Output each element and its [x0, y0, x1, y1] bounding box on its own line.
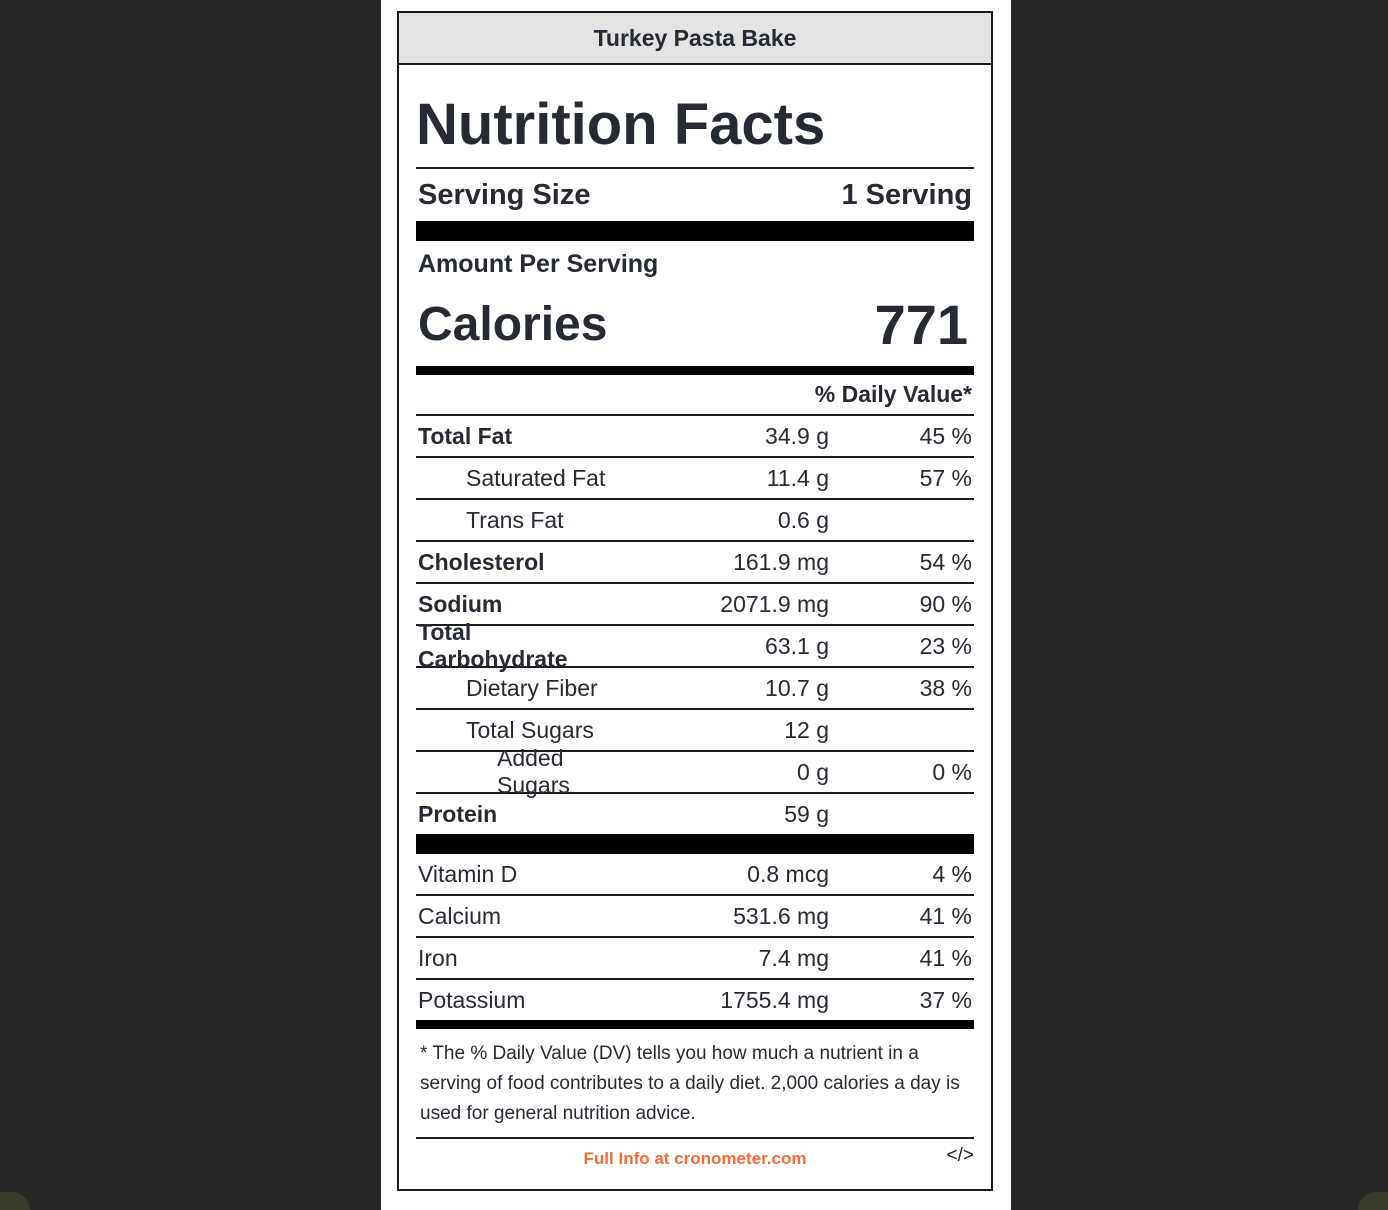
nutrition-facts-heading: Nutrition Facts [416, 93, 974, 169]
nutrient-amount: 10.7 g [765, 674, 829, 701]
vitamin-row-calcium: Calcium 531.6 mg 41 % [416, 896, 974, 938]
label-sheet: Turkey Pasta Bake Nutrition Facts Servin… [381, 0, 1011, 1210]
background-corner-left [0, 1192, 30, 1210]
vitamin-daily-value: 41 % [919, 944, 972, 971]
calories-row: Calories 771 [416, 282, 974, 366]
nutrient-row-saturated-fat: Saturated Fat 11.4 g 57 % [416, 458, 974, 500]
vitamin-amount: 7.4 mg [758, 944, 829, 971]
vitamin-daily-value: 37 % [919, 986, 972, 1013]
cronometer-link[interactable]: Full Info at cronometer.com [583, 1149, 807, 1168]
nutrient-amount: 12 g [784, 716, 829, 743]
calories-value: 771 [874, 292, 968, 356]
vitamin-name: Potassium [418, 986, 526, 1013]
calories-label: Calories [418, 297, 608, 351]
vitamin-row-potassium: Potassium 1755.4 mg 37 % [416, 980, 974, 1020]
vitamin-row-vitamin-d: Vitamin D 0.8 mcg 4 % [416, 854, 974, 896]
nutrient-amount: 11.4 g [766, 464, 829, 491]
nutrient-name: Sodium [418, 590, 503, 617]
nutrient-daily-value: 45 % [919, 422, 972, 449]
nutrient-row-cholesterol: Cholesterol 161.9 mg 54 % [416, 542, 974, 584]
nutrition-label: Turkey Pasta Bake Nutrition Facts Servin… [397, 11, 993, 1191]
serving-size-row: Serving Size 1 Serving [416, 169, 974, 221]
nutrient-row-added-sugars: Added Sugars 0 g 0 % [416, 745, 974, 798]
nutrient-name: Saturated Fat [466, 464, 606, 491]
divider-medium [416, 1020, 974, 1029]
embed-code-icon[interactable]: </> [946, 1145, 974, 1166]
nutrient-daily-value: 57 % [919, 464, 972, 491]
nutrient-row-total-fat: Total Fat 34.9 g 45 % [416, 416, 974, 458]
nutrient-amount: 2071.9 mg [720, 590, 829, 617]
daily-value-footnote: * The % Daily Value (DV) tells you how m… [416, 1029, 974, 1139]
vitamin-amount: 0.8 mcg [747, 860, 829, 887]
label-body: Nutrition Facts Serving Size 1 Serving A… [399, 93, 991, 1179]
nutrient-name: Total Carbohydrate [418, 619, 568, 672]
vitamin-name: Vitamin D [418, 860, 518, 887]
nutrient-name: Total Sugars [466, 716, 594, 743]
nutrient-daily-value: 23 % [919, 632, 972, 659]
divider-medium [416, 366, 974, 375]
nutrient-amount: 34.9 g [765, 422, 829, 449]
divider-thick [416, 834, 974, 854]
background-corner-right [1358, 1192, 1388, 1210]
nutrient-amount: 0.6 g [777, 506, 829, 533]
nutrient-daily-value: 54 % [919, 548, 972, 575]
nutrient-amount: 59 g [784, 800, 829, 827]
vitamin-name: Iron [418, 944, 458, 971]
vitamin-row-iron: Iron 7.4 mg 41 % [416, 938, 974, 980]
amount-per-serving: Amount Per Serving [418, 250, 659, 278]
nutrient-row-protein: Protein 59 g [416, 794, 974, 834]
recipe-title: Turkey Pasta Bake [399, 13, 991, 65]
nutrient-row-total-carbohydrate: Total Carbohydrate 63.1 g 23 % [416, 619, 974, 672]
label-footer: Full Info at cronometer.com </> [416, 1139, 974, 1179]
nutrient-amount: 0 g [797, 758, 829, 785]
nutrient-name: Trans Fat [466, 506, 564, 533]
nutrient-row-total-sugars: Total Sugars 12 g [416, 710, 974, 752]
nutrient-row-trans-fat: Trans Fat 0.6 g [416, 500, 974, 542]
daily-value-header: % Daily Value* [416, 375, 974, 416]
serving-size-label: Serving Size [418, 178, 591, 211]
nutrient-name: Total Fat [418, 422, 513, 449]
nutrient-daily-value: 0 % [932, 758, 972, 785]
nutrient-name: Protein [418, 800, 498, 827]
nutrient-amount: 161.9 mg [733, 548, 829, 575]
vitamin-daily-value: 41 % [919, 902, 972, 929]
serving-size-value: 1 Serving [841, 178, 972, 211]
nutrient-daily-value: 38 % [919, 674, 972, 701]
vitamin-daily-value: 4 % [932, 860, 972, 887]
nutrient-name: Dietary Fiber [466, 674, 598, 701]
vitamin-amount: 1755.4 mg [720, 986, 829, 1013]
vitamin-amount: 531.6 mg [733, 902, 829, 929]
divider-thick [416, 221, 974, 241]
nutrient-name: Cholesterol [418, 548, 545, 575]
nutrient-row-dietary-fiber: Dietary Fiber 10.7 g 38 % [416, 668, 974, 710]
vitamin-name: Calcium [418, 902, 502, 929]
nutrient-amount: 63.1 g [765, 632, 829, 659]
nutrient-row-sodium: Sodium 2071.9 mg 90 % [416, 584, 974, 626]
nutrient-name: Added Sugars [497, 745, 570, 798]
nutrient-daily-value: 90 % [919, 590, 972, 617]
